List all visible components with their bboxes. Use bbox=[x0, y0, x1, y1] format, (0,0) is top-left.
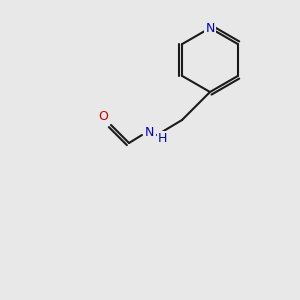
Text: O: O bbox=[98, 110, 108, 124]
Text: N: N bbox=[205, 22, 215, 34]
Text: N: N bbox=[144, 127, 154, 140]
Text: H: H bbox=[157, 131, 167, 145]
